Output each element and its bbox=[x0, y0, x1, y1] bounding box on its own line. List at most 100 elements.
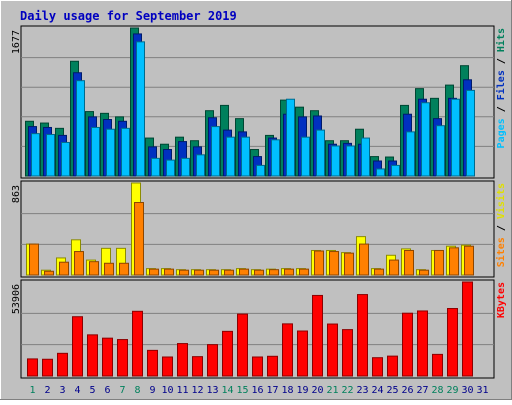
x-tick-label-7: 7 bbox=[119, 385, 125, 396]
panel-visits-sites: 863 Sites / Visits bbox=[11, 180, 507, 278]
bar-pages-day-4 bbox=[76, 80, 85, 177]
bar-sites-day-3 bbox=[59, 261, 69, 276]
x-tick-label-25: 25 bbox=[386, 385, 398, 396]
x-tick-label-29: 29 bbox=[446, 385, 458, 396]
panel-hits-files-pages: 1677 Pages / Files / Hits bbox=[11, 25, 507, 179]
chart-panels: 1677 Pages / Files / Hits 863 Sites / Visit… bbox=[11, 25, 507, 379]
bar-kbytes-day-5 bbox=[87, 334, 98, 377]
legend-visits: Visits bbox=[495, 183, 507, 219]
bar-sites-day-4 bbox=[74, 251, 84, 276]
bar-kbytes-day-23 bbox=[357, 294, 368, 377]
bar-kbytes-day-21 bbox=[327, 323, 338, 377]
bar-kbytes-day-30 bbox=[462, 281, 473, 377]
bar-pages-day-27 bbox=[421, 102, 430, 177]
bar-sites-day-17 bbox=[269, 269, 279, 276]
bar-sites-day-6 bbox=[104, 262, 114, 276]
bar-sites-day-23 bbox=[359, 243, 369, 276]
bar-sites-day-10 bbox=[164, 268, 174, 276]
bar-kbytes-day-27 bbox=[417, 310, 428, 377]
legend-files: Files bbox=[495, 70, 507, 100]
bar-kbytes-day-13 bbox=[207, 344, 218, 377]
bar-pages-day-12 bbox=[196, 154, 205, 177]
bar-sites-day-29 bbox=[449, 247, 459, 276]
x-tick-label-13: 13 bbox=[206, 385, 218, 396]
bar-pages-day-13 bbox=[211, 126, 220, 177]
panel-frame bbox=[20, 180, 495, 278]
bar-kbytes-day-25 bbox=[387, 355, 398, 377]
x-tick-label-16: 16 bbox=[251, 385, 263, 396]
bar-pages-day-14 bbox=[226, 136, 235, 177]
bar-pages-day-5 bbox=[91, 126, 100, 177]
bar-kbytes-day-20 bbox=[312, 294, 323, 377]
bar-pages-day-3 bbox=[61, 141, 70, 177]
panel-legend: Sites / Visits bbox=[495, 183, 507, 267]
bar-sites-day-12 bbox=[194, 269, 204, 276]
x-tick-label-2: 2 bbox=[44, 385, 50, 396]
x-tick-label-17: 17 bbox=[266, 385, 278, 396]
legend--: / bbox=[496, 52, 507, 70]
legend-hits: Hits bbox=[495, 28, 507, 52]
bar-pages-day-6 bbox=[106, 128, 115, 177]
bar-pages-day-9 bbox=[151, 157, 160, 177]
bar-sites-day-7 bbox=[119, 262, 129, 276]
panel-legend: Pages / Files / Hits bbox=[495, 28, 507, 148]
legend--: / bbox=[496, 219, 507, 237]
bar-pages-day-8 bbox=[136, 41, 145, 177]
panel-legend: KBytes bbox=[496, 282, 507, 318]
bar-pages-day-11 bbox=[181, 157, 190, 177]
bar-pages-day-21 bbox=[331, 145, 340, 177]
bar-sites-day-5 bbox=[89, 261, 99, 276]
bar-pages-day-26 bbox=[406, 131, 415, 177]
bar-pages-day-16 bbox=[256, 164, 265, 177]
bar-pages-day-2 bbox=[46, 134, 55, 177]
bar-pages-day-29 bbox=[451, 98, 460, 177]
bar-pages-day-15 bbox=[241, 136, 250, 177]
bar-kbytes-day-19 bbox=[297, 330, 308, 377]
bar-pages-day-19 bbox=[301, 136, 310, 177]
x-tick-label-24: 24 bbox=[371, 385, 383, 396]
bar-pages-day-23 bbox=[361, 137, 370, 177]
bar-kbytes-day-4 bbox=[72, 316, 83, 377]
bar-kbytes-day-10 bbox=[162, 356, 173, 377]
bar-sites-day-2 bbox=[44, 270, 54, 276]
bar-pages-day-20 bbox=[316, 129, 325, 177]
bar-kbytes-day-3 bbox=[57, 352, 68, 377]
bar-sites-day-27 bbox=[419, 269, 429, 276]
legend-sites: Sites bbox=[495, 237, 507, 267]
legend-kbytes: KBytes bbox=[496, 282, 507, 318]
x-tick-label-23: 23 bbox=[356, 385, 368, 396]
legend--: / bbox=[496, 100, 507, 118]
bar-sites-day-30 bbox=[464, 245, 474, 276]
bar-sites-day-1 bbox=[29, 243, 39, 276]
bar-kbytes-day-14 bbox=[222, 330, 233, 377]
bar-sites-day-15 bbox=[239, 268, 249, 276]
bar-kbytes-day-29 bbox=[447, 308, 458, 377]
bar-kbytes-day-26 bbox=[402, 312, 413, 377]
bar-kbytes-day-9 bbox=[147, 349, 158, 377]
bar-pages-day-18 bbox=[286, 98, 295, 177]
x-tick-label-5: 5 bbox=[89, 385, 95, 396]
bar-kbytes-day-12 bbox=[192, 356, 203, 377]
bar-kbytes-day-2 bbox=[42, 358, 53, 377]
bar-sites-day-22 bbox=[344, 252, 354, 276]
bar-sites-day-18 bbox=[284, 268, 294, 276]
x-tick-label-6: 6 bbox=[104, 385, 110, 396]
bar-kbytes-day-24 bbox=[372, 357, 383, 377]
x-tick-label-12: 12 bbox=[191, 385, 203, 396]
panel-max-label: 53906 bbox=[11, 284, 22, 314]
panel-max-label: 1677 bbox=[11, 30, 22, 54]
panel-max-label: 863 bbox=[11, 185, 22, 203]
bar-kbytes-day-1 bbox=[27, 358, 38, 377]
bar-kbytes-day-11 bbox=[177, 343, 188, 377]
bar-sites-day-8 bbox=[134, 202, 144, 276]
bar-pages-day-25 bbox=[391, 164, 400, 177]
x-tick-label-31: 31 bbox=[476, 385, 488, 396]
x-tick-label-3: 3 bbox=[59, 385, 65, 396]
x-axis: 1 2 3 4 5 6 7 8 9 10 11 12 13 14 15 16 17 18 19 20 21 22 23 24 2… bbox=[29, 385, 488, 396]
bar-pages-day-22 bbox=[346, 145, 355, 177]
bar-kbytes-day-17 bbox=[267, 355, 278, 377]
bar-kbytes-day-6 bbox=[102, 337, 113, 377]
x-tick-label-11: 11 bbox=[176, 385, 188, 396]
bar-sites-day-11 bbox=[179, 269, 189, 276]
